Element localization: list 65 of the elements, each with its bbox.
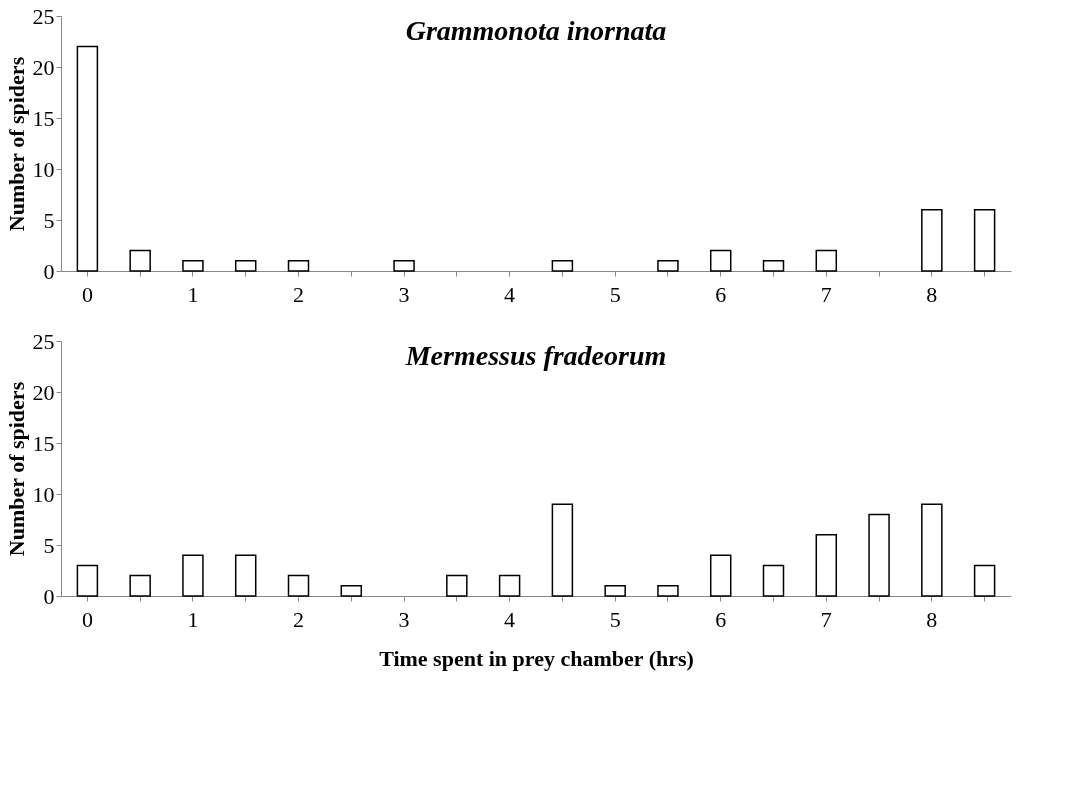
bar <box>709 554 732 597</box>
x-tick-label: 1 <box>187 281 199 307</box>
bar <box>921 209 943 272</box>
chart-title: Grammonota inornata <box>405 15 667 46</box>
y-tick-label: 5 <box>43 207 55 233</box>
bar <box>182 554 204 597</box>
bar <box>709 249 732 272</box>
bar <box>498 574 521 597</box>
x-tick-label: 0 <box>81 281 93 307</box>
x-tick-label: 3 <box>398 606 410 632</box>
y-tick-label: 0 <box>43 583 55 609</box>
bar <box>340 585 363 597</box>
bar <box>76 564 99 597</box>
bar <box>234 554 257 597</box>
y-tick-label: 25 <box>32 328 55 354</box>
bar <box>129 574 151 597</box>
bar <box>815 534 838 597</box>
bar <box>657 585 679 597</box>
bar <box>287 260 310 272</box>
bar <box>129 249 151 272</box>
y-tick-label: 10 <box>32 156 55 182</box>
bar <box>76 45 99 272</box>
x-tick-label: 5 <box>609 281 621 307</box>
bar <box>182 260 204 272</box>
x-tick-label: 3 <box>398 281 410 307</box>
y-axis-title: Number of spiders <box>3 381 29 557</box>
bar <box>921 503 943 597</box>
bar <box>973 209 996 272</box>
bar <box>234 260 257 272</box>
x-tick-label: 4 <box>504 606 516 632</box>
x-tick-label: 8 <box>926 281 938 307</box>
bar <box>446 574 468 597</box>
y-axis-title: Number of spiders <box>3 56 29 232</box>
y-tick-label: 20 <box>32 379 55 405</box>
y-tick-label: 25 <box>32 3 55 29</box>
bar <box>973 564 996 597</box>
y-tick-label: 15 <box>32 430 55 456</box>
bar <box>604 585 626 597</box>
x-axis-title: Time spent in prey chamber (hrs) <box>379 645 694 671</box>
bar <box>393 260 415 272</box>
x-tick-label: 5 <box>609 606 621 632</box>
x-tick-label: 8 <box>926 606 938 632</box>
x-tick-label: 7 <box>820 281 832 307</box>
y-tick-label: 5 <box>43 532 55 558</box>
y-tick-label: 15 <box>32 105 55 131</box>
y-tick-label: 20 <box>32 54 55 80</box>
x-tick-label: 6 <box>715 281 727 307</box>
y-tick-label: 0 <box>43 258 55 284</box>
bar <box>762 564 785 597</box>
chart-title: Mermessus fradeorum <box>404 340 667 371</box>
bar <box>815 249 838 272</box>
x-tick-label: 1 <box>187 606 199 632</box>
bar <box>762 260 785 272</box>
y-tick-label: 10 <box>32 481 55 507</box>
x-tick-label: 4 <box>504 281 516 307</box>
bar <box>551 503 574 597</box>
bar <box>287 574 310 597</box>
bar <box>868 513 890 597</box>
bar <box>657 260 679 272</box>
x-tick-label: 6 <box>715 606 727 632</box>
x-tick-label: 2 <box>293 281 304 307</box>
x-tick-label: 0 <box>81 606 93 632</box>
x-tick-label: 7 <box>820 606 832 632</box>
bar <box>551 260 574 272</box>
x-tick-label: 2 <box>293 606 304 632</box>
